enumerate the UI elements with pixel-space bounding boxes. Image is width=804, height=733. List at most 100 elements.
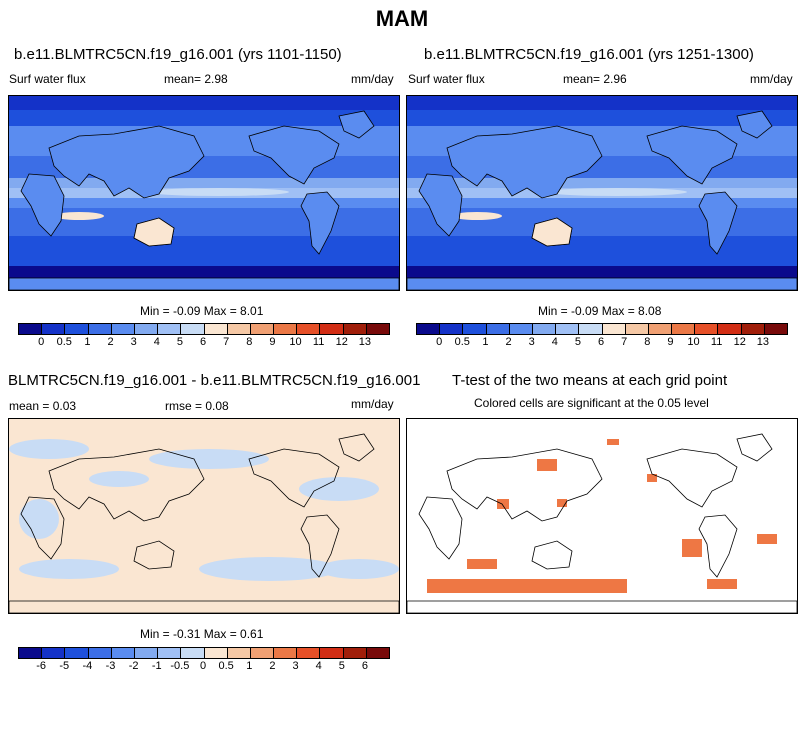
- colorbar-swatch: [297, 324, 321, 334]
- panel3-colorbar: [18, 647, 390, 659]
- australia-dry: [133, 217, 175, 247]
- continent-outline: [48, 448, 205, 522]
- colorbar-tick-label: 2: [505, 336, 512, 348]
- colorbar-tick-label: 4: [315, 660, 322, 672]
- negative-anomaly: [199, 557, 339, 581]
- colorbar-tick-label: 7: [621, 336, 628, 348]
- field-band: [9, 96, 399, 110]
- colorbar-swatch: [88, 648, 112, 658]
- field-band: [407, 198, 797, 208]
- colorbar-tick-label: 1: [246, 660, 253, 672]
- itcz-band: [547, 188, 687, 196]
- colorbar-swatch: [718, 324, 742, 334]
- field-band: [407, 208, 797, 236]
- field-band: [407, 96, 797, 110]
- colorbar-swatch: [158, 648, 182, 658]
- colorbar-tick-label: 5: [338, 660, 345, 672]
- colorbar-swatch: [579, 324, 603, 334]
- itcz-band: [149, 188, 289, 196]
- panel2-variable-label: Surf water flux: [408, 72, 485, 86]
- continent-outline: [418, 496, 463, 560]
- colorbar-swatch: [556, 324, 580, 334]
- panel1-mean: mean= 2.98: [164, 72, 228, 86]
- colorbar-tick-label: 6: [597, 336, 605, 348]
- continent-outline: [446, 448, 603, 522]
- colorbar-tick-label: 3: [130, 336, 137, 348]
- colorbar-tick-label: 2: [107, 336, 114, 348]
- colorbar-swatch: [19, 648, 43, 658]
- colorbar-swatch: [602, 324, 626, 334]
- panel3-mean: mean = 0.03: [9, 399, 77, 413]
- colorbar-swatch: [204, 648, 228, 658]
- colorbar-swatch: [463, 324, 487, 334]
- colorbar-tick-label: 3: [528, 336, 535, 348]
- field-band: [9, 208, 399, 236]
- colorbar-tick-label: 1: [482, 336, 489, 348]
- colorbar-tick-label: 0: [436, 336, 443, 348]
- field-band: [407, 178, 797, 188]
- colorbar-tick-label: 12: [335, 336, 348, 348]
- negative-anomaly: [89, 471, 149, 487]
- colorbar-swatch: [486, 324, 510, 334]
- colorbar-tick-label: -5: [59, 660, 70, 672]
- colorbar-swatch: [181, 324, 205, 334]
- colorbar-tick-label: 8: [644, 336, 651, 348]
- continent-outline: [133, 540, 175, 570]
- panel2-minmax: Min = -0.09 Max = 8.08: [538, 304, 662, 318]
- panel3-units: mm/day: [351, 397, 394, 411]
- figure-title: MAM: [375, 6, 429, 31]
- colorbar-tick-label: 10: [687, 336, 700, 348]
- colorbar-tick-label: -6: [36, 660, 47, 672]
- panel1-units: mm/day: [351, 72, 394, 86]
- colorbar-tick-label: -3: [105, 660, 116, 672]
- continent-outline: [407, 277, 797, 290]
- colorbar-tick-label: 13: [756, 336, 769, 348]
- field-band: [9, 198, 399, 208]
- colorbar-swatch: [509, 324, 533, 334]
- colorbar-tick-label: -2: [128, 660, 139, 672]
- dry-zone: [452, 212, 502, 220]
- continent-outline: [446, 125, 603, 199]
- significant-cells: [557, 499, 567, 507]
- panel3-rmse: rmse = 0.08: [165, 399, 229, 413]
- continent-outline: [248, 125, 340, 185]
- continent-outline: [736, 110, 773, 139]
- colorbar-swatch: [134, 648, 159, 658]
- colorbar-tick-label: 0: [38, 336, 45, 348]
- negative-anomaly: [9, 439, 89, 459]
- significant-cells: [647, 474, 657, 482]
- panel1-minmax: Min = -0.09 Max = 8.01: [140, 304, 264, 318]
- colorbar-tick-label: 0.5: [218, 660, 234, 672]
- panel4-map: [406, 418, 798, 614]
- continent-outline: [9, 600, 399, 613]
- continent-outline: [646, 448, 738, 508]
- colorbar-swatch: [274, 648, 298, 658]
- colorbar-swatch: [250, 648, 275, 658]
- significant-cells: [682, 539, 702, 557]
- continent-outline: [338, 433, 375, 462]
- negative-anomaly: [149, 449, 269, 469]
- colorbar-tick-label: 0: [199, 660, 207, 672]
- negative-anomaly: [319, 559, 399, 579]
- continent-outline: [531, 540, 573, 570]
- continent-outline: [418, 173, 463, 237]
- continent-outline: [20, 496, 65, 560]
- colorbar-swatch: [42, 324, 66, 334]
- colorbar-tick-label: 11: [312, 336, 325, 348]
- colorbar-tick-label: 10: [289, 336, 302, 348]
- significant-cells: [707, 579, 737, 589]
- field-band: [9, 236, 399, 266]
- colorbar-swatch: [648, 324, 673, 334]
- colorbar-swatch: [297, 648, 321, 658]
- significant-cells: [607, 439, 619, 445]
- colorbar-tick-label: 8: [246, 336, 253, 348]
- colorbar-tick-label: 4: [551, 336, 558, 348]
- colorbar-tick-label: 6: [199, 336, 207, 348]
- colorbar-swatch: [417, 324, 441, 334]
- field-band: [9, 178, 399, 188]
- negative-anomaly: [19, 499, 59, 539]
- colorbar-swatch: [181, 648, 205, 658]
- colorbar-swatch: [227, 324, 251, 334]
- significant-cells: [757, 534, 777, 544]
- australia-dry: [531, 217, 573, 247]
